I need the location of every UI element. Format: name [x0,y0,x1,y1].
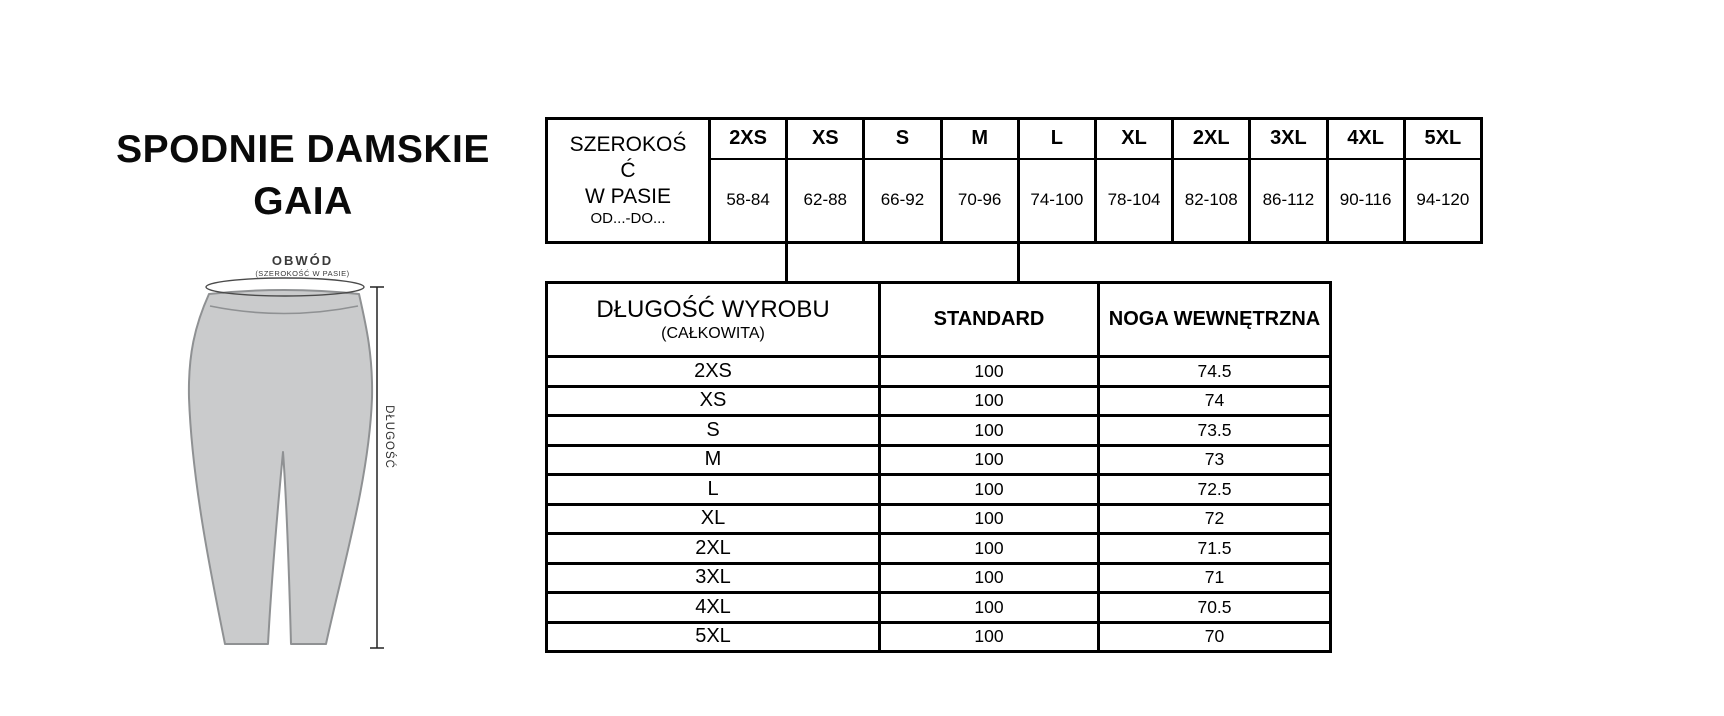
waist-size-header-cell: M [939,117,1020,160]
inner-leg-value-cell: 74.5 [1097,355,1332,388]
length-table-row: S 100 73.5 [545,414,1332,447]
size-cell: XS [545,384,881,417]
waist-size-header-cell: 4XL [1325,117,1406,160]
size-cell: 2XL [545,532,881,565]
waist-range-cell: 90-116 [1325,157,1406,244]
inner-leg-value-cell: 72 [1097,502,1332,535]
standard-value-cell: 100 [878,443,1100,476]
waist-range-cell: 78-104 [1093,157,1175,244]
size-cell: 3XL [545,561,881,594]
standard-value-cell: 100 [878,591,1100,624]
waist-range-cell: 66-92 [862,157,943,244]
waist-range-row: 58-84 62-88 66-92 70-96 74-100 78-104 82… [547,157,1484,244]
length-table-header-row: DŁUGOŚĆ WYROBU (CAŁKOWITA) STANDARD NOGA… [545,281,1332,358]
inner-leg-value-cell: 71 [1097,561,1332,594]
table-connector-line-left [785,244,788,281]
waist-range-cell: 86-112 [1248,157,1329,244]
length-measure-line [370,286,384,649]
length-table-row: XL 100 72 [545,502,1332,535]
length-table-row: 2XS 100 74.5 [545,355,1332,388]
inner-leg-value-cell: 74 [1097,384,1332,417]
waist-range-cell: 62-88 [785,157,866,244]
waist-size-header-cell: XL [1093,117,1175,160]
size-cell: M [545,443,881,476]
waist-size-header-cell: 5XL [1402,117,1484,160]
length-table-row: 2XL 100 71.5 [545,532,1332,565]
length-table-row: XS 100 74 [545,384,1332,417]
waist-size-header-cell: XS [785,117,866,160]
standard-value-cell: 100 [878,620,1100,653]
standard-value-cell: 100 [878,561,1100,594]
title-line-2: GAIA [253,180,353,224]
length-table-row: 4XL 100 70.5 [545,591,1332,624]
length-table-row: L 100 72.5 [545,473,1332,506]
inner-leg-header-cell: NOGA WEWNĘTRZNA [1097,281,1332,358]
waist-circumference-label: OBWÓD (SZEROKOŚĆ W PASIE) [230,253,375,278]
length-table-row: 5XL 100 70 [545,620,1332,653]
size-cell: 2XS [545,355,881,388]
title-line-1: SPODNIE DAMSKIE [116,128,490,171]
obwod-sublabel: (SZEROKOŚĆ W PASIE) [255,269,350,278]
waist-range-cell: 94-120 [1402,157,1484,244]
product-length-table: DŁUGOŚĆ WYROBU (CAŁKOWITA) STANDARD NOGA… [545,281,1332,653]
inner-leg-value-cell: 73.5 [1097,414,1332,447]
waist-header-line1: SZEROKOŚ [569,133,687,157]
table-connector-line-right [1017,244,1020,281]
inner-leg-value-cell: 73 [1097,443,1332,476]
standard-value-cell: 100 [878,384,1100,417]
waist-size-header-row: SZEROKOŚ Ć W PASIE OD...-DO... 2XS XS S … [545,117,1484,244]
standard-value-cell: 100 [878,414,1100,447]
waist-size-header-cell: 2XL [1171,117,1252,160]
page-title: SPODNIE DAMSKIE GAIA [73,124,533,229]
length-header-cell: DŁUGOŚĆ WYROBU (CAŁKOWITA) [545,281,881,358]
waist-table-header-cell: SZEROKOŚ Ć W PASIE OD...-DO... [545,117,711,244]
waist-size-header-cell: L [1016,117,1097,160]
waist-header-line4: OD...-DO... [590,210,666,228]
waist-width-table: SZEROKOŚ Ć W PASIE OD...-DO... 2XS XS S … [545,117,1484,244]
length-table-body: 2XS 100 74.5 XS 100 74 S 100 73.5 M [545,355,1332,653]
standard-header-cell: STANDARD [878,281,1100,358]
waist-header-line3: W PASIE [585,184,671,208]
standard-value-cell: 100 [878,473,1100,506]
length-header-subtitle: (CAŁKOWITA) [661,324,765,342]
standard-value-cell: 100 [878,532,1100,565]
standard-value-cell: 100 [878,502,1100,535]
size-cell: 5XL [545,620,881,653]
obwod-label: OBWÓD [271,253,334,268]
inner-leg-value-cell: 71.5 [1097,532,1332,565]
waist-range-cell: 74-100 [1016,157,1097,244]
length-header-title: DŁUGOŚĆ WYROBU [596,296,830,324]
waist-size-header-cell: 3XL [1248,117,1329,160]
waist-header-line2: Ć [620,158,636,182]
waistband-seam [209,305,359,315]
length-label: DŁUGOŚĆ [383,405,395,469]
size-cell: 4XL [545,591,881,624]
size-cell: S [545,414,881,447]
waist-range-cell: 70-96 [939,157,1020,244]
length-table-row: M 100 73 [545,443,1332,476]
waist-ellipse [205,277,365,297]
size-cell: L [545,473,881,506]
length-table-row: 3XL 100 71 [545,561,1332,594]
inner-leg-value-cell: 70.5 [1097,591,1332,624]
waist-size-header-cell: 2XS [707,117,789,160]
inner-leg-value-cell: 70 [1097,620,1332,653]
pants-diagram [187,277,384,649]
waist-range-cell: 82-108 [1171,157,1252,244]
waist-range-cell: 58-84 [707,157,789,244]
waist-size-header-cell: S [862,117,943,160]
pants-outline-shape [187,289,374,645]
size-cell: XL [545,502,881,535]
inner-leg-value-cell: 72.5 [1097,473,1332,506]
standard-value-cell: 100 [878,355,1100,388]
